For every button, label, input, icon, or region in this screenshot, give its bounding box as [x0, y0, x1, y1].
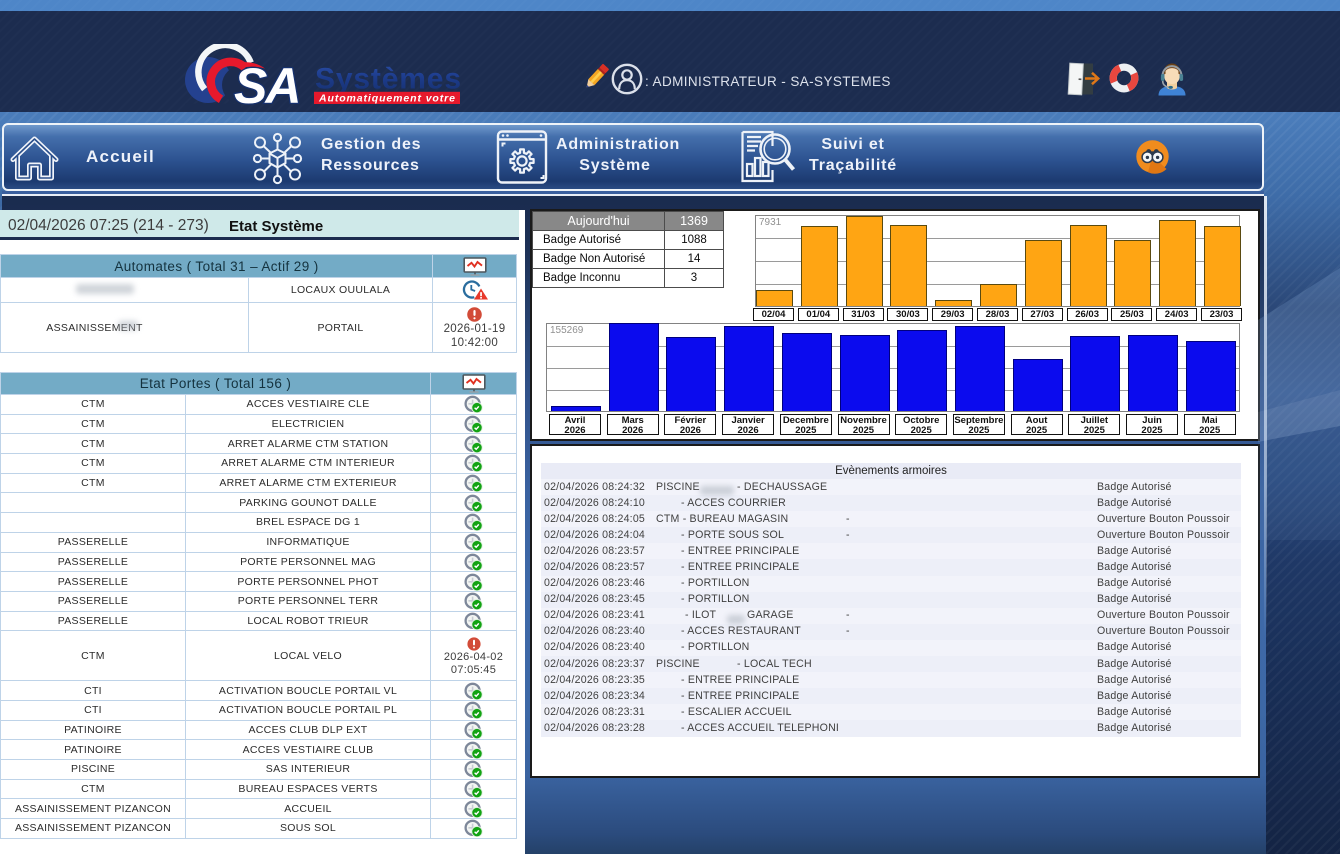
svg-text:SA: SA: [234, 58, 299, 112]
svg-text:Systèmes: Systèmes: [315, 63, 461, 96]
svg-text:Automatiquement votre: Automatiquement votre: [318, 93, 455, 105]
